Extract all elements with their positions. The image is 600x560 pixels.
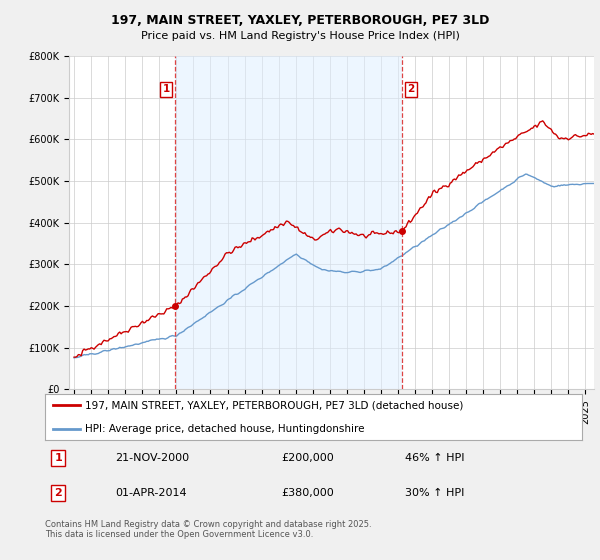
Text: Contains HM Land Registry data © Crown copyright and database right 2025.
This d: Contains HM Land Registry data © Crown c… bbox=[45, 520, 371, 539]
Text: 2: 2 bbox=[407, 85, 415, 94]
Text: 30% ↑ HPI: 30% ↑ HPI bbox=[405, 488, 464, 498]
Text: 197, MAIN STREET, YAXLEY, PETERBOROUGH, PE7 3LD (detached house): 197, MAIN STREET, YAXLEY, PETERBOROUGH, … bbox=[85, 400, 464, 410]
Text: 46% ↑ HPI: 46% ↑ HPI bbox=[405, 453, 464, 463]
Bar bbox=[175, 56, 402, 389]
Text: 01-APR-2014: 01-APR-2014 bbox=[115, 488, 187, 498]
Text: £200,000: £200,000 bbox=[281, 453, 334, 463]
Text: 1: 1 bbox=[163, 85, 170, 94]
Text: 2: 2 bbox=[55, 488, 62, 498]
Text: 197, MAIN STREET, YAXLEY, PETERBOROUGH, PE7 3LD: 197, MAIN STREET, YAXLEY, PETERBOROUGH, … bbox=[111, 14, 489, 27]
Text: £380,000: £380,000 bbox=[281, 488, 334, 498]
Text: 21-NOV-2000: 21-NOV-2000 bbox=[115, 453, 189, 463]
Text: Price paid vs. HM Land Registry's House Price Index (HPI): Price paid vs. HM Land Registry's House … bbox=[140, 31, 460, 41]
Text: HPI: Average price, detached house, Huntingdonshire: HPI: Average price, detached house, Hunt… bbox=[85, 424, 365, 435]
Text: 1: 1 bbox=[55, 453, 62, 463]
